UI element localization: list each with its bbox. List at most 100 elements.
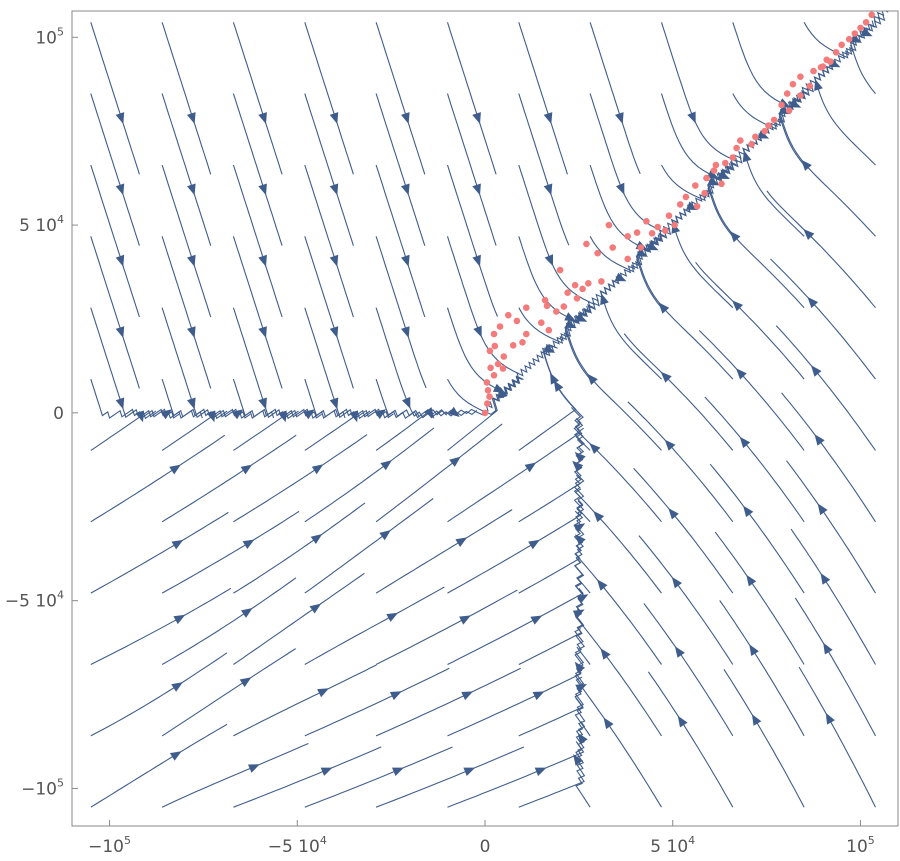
stream-line-126 <box>695 261 805 380</box>
stream-line-44 <box>304 236 354 389</box>
stream-line-135 <box>786 460 876 594</box>
stream-arrowhead-67 <box>492 383 505 393</box>
stream-line-36 <box>304 746 453 808</box>
stream-arrowhead-133 <box>823 642 833 655</box>
data-point-76 <box>838 41 845 49</box>
stream-arrowhead-98 <box>597 579 608 591</box>
data-point-66 <box>778 101 785 109</box>
stream-arrowhead-123 <box>743 505 754 518</box>
stream-line-133 <box>794 597 876 737</box>
stream-arrowhead-62 <box>530 615 543 625</box>
stream-arrowhead-135 <box>817 503 828 516</box>
data-point-11 <box>491 342 499 350</box>
stream-line-59 <box>375 22 426 175</box>
data-point-59 <box>737 137 744 144</box>
data-point-17 <box>496 323 504 330</box>
stream-line-95 <box>589 22 641 175</box>
stream-line-41 <box>304 408 420 451</box>
stream-line-112 <box>627 401 734 523</box>
stream-line-50 <box>375 589 518 665</box>
data-point-3 <box>484 387 492 394</box>
y-tick-label-0: 105 <box>35 25 64 48</box>
stream-arrowhead-128 <box>742 150 752 163</box>
stream-arrowhead-140 <box>801 159 812 171</box>
stream-arrowhead-24 <box>320 767 333 776</box>
stream-arrowhead-14 <box>241 608 253 618</box>
stream-line-40 <box>304 427 435 523</box>
data-point-21 <box>553 308 560 315</box>
stream-arrowhead-59 <box>401 112 410 124</box>
data-points-layer <box>481 11 875 417</box>
stream-line-2 <box>90 587 232 665</box>
y-tick-label-3: −5 104 <box>5 589 64 612</box>
data-point-49 <box>682 193 690 201</box>
stream-line-100 <box>571 407 662 523</box>
stream-arrowhead-86 <box>576 594 589 604</box>
data-point-55 <box>722 159 729 167</box>
stream-line-24 <box>233 746 382 808</box>
stream-arrowhead-80 <box>564 312 576 322</box>
stream-line-62 <box>447 587 584 665</box>
data-point-18 <box>513 317 521 325</box>
stream-arrowhead-16 <box>240 464 253 475</box>
data-point-77 <box>845 35 853 43</box>
data-point-50 <box>701 189 708 197</box>
stream-arrowhead-9 <box>115 254 125 267</box>
stream-line-39 <box>304 498 434 594</box>
data-point-16 <box>545 326 553 334</box>
stream-line-23 <box>161 22 212 175</box>
stream-arrowhead-83 <box>543 112 553 124</box>
stream-arrowhead-96 <box>603 717 614 730</box>
stream-arrowhead-22 <box>187 183 196 196</box>
stream-arrowhead-136 <box>814 434 825 446</box>
stream-line-98 <box>574 542 662 665</box>
data-point-27 <box>564 289 571 297</box>
data-point-51 <box>692 182 699 189</box>
stream-arrowhead-69 <box>472 254 481 267</box>
stream-arrowhead-0 <box>169 751 182 761</box>
stream-line-125 <box>698 330 805 451</box>
stream-arrowhead-7 <box>115 397 125 410</box>
stream-arrowhead-8 <box>115 326 125 338</box>
data-point-13 <box>519 339 526 346</box>
stream-line-83 <box>518 22 568 175</box>
stream-line-17 <box>161 408 275 451</box>
stream-arrowhead-124 <box>739 436 751 449</box>
stream-line-8 <box>90 236 140 389</box>
stream-arrowhead-89 <box>550 372 559 385</box>
y-axis-ticks: 105 5 104 0 −5 104 −105 <box>5 25 78 799</box>
stream-arrowhead-49 <box>461 691 474 701</box>
data-point-72 <box>810 67 817 75</box>
data-point-83 <box>819 63 827 70</box>
stream-line-141 <box>813 63 876 166</box>
stream-arrowhead-110 <box>671 576 682 589</box>
stream-line-46 <box>304 93 354 246</box>
stream-line-122 <box>714 531 805 665</box>
stream-line-88 <box>573 418 591 523</box>
stream-line-61 <box>447 665 583 737</box>
stream-arrowhead-56 <box>401 326 410 338</box>
stream-arrowhead-44 <box>329 326 339 338</box>
data-point-68 <box>783 90 791 97</box>
data-point-37 <box>583 240 590 248</box>
y-tick-label-1: 5 104 <box>19 213 64 236</box>
stream-arrowhead-121 <box>749 644 759 656</box>
stream-arrowhead-60 <box>534 767 547 776</box>
stream-line-27 <box>233 502 366 594</box>
stream-arrowhead-19 <box>187 397 196 410</box>
data-point-24 <box>560 303 568 310</box>
data-point-26 <box>573 295 581 302</box>
x-tick-label-4: 105 <box>846 834 875 857</box>
stream-line-101 <box>565 325 662 451</box>
stream-arrowhead-15 <box>242 539 255 549</box>
stream-line-4 <box>90 434 226 523</box>
data-point-43 <box>671 221 678 229</box>
data-point-34 <box>594 249 601 257</box>
stream-line-18 <box>161 378 251 419</box>
stream-line-28 <box>233 434 368 523</box>
stream-line-136 <box>781 392 876 523</box>
data-point-45 <box>605 221 613 229</box>
stream-line-47 <box>304 22 354 175</box>
data-point-28 <box>579 285 586 293</box>
data-point-65 <box>785 107 793 114</box>
